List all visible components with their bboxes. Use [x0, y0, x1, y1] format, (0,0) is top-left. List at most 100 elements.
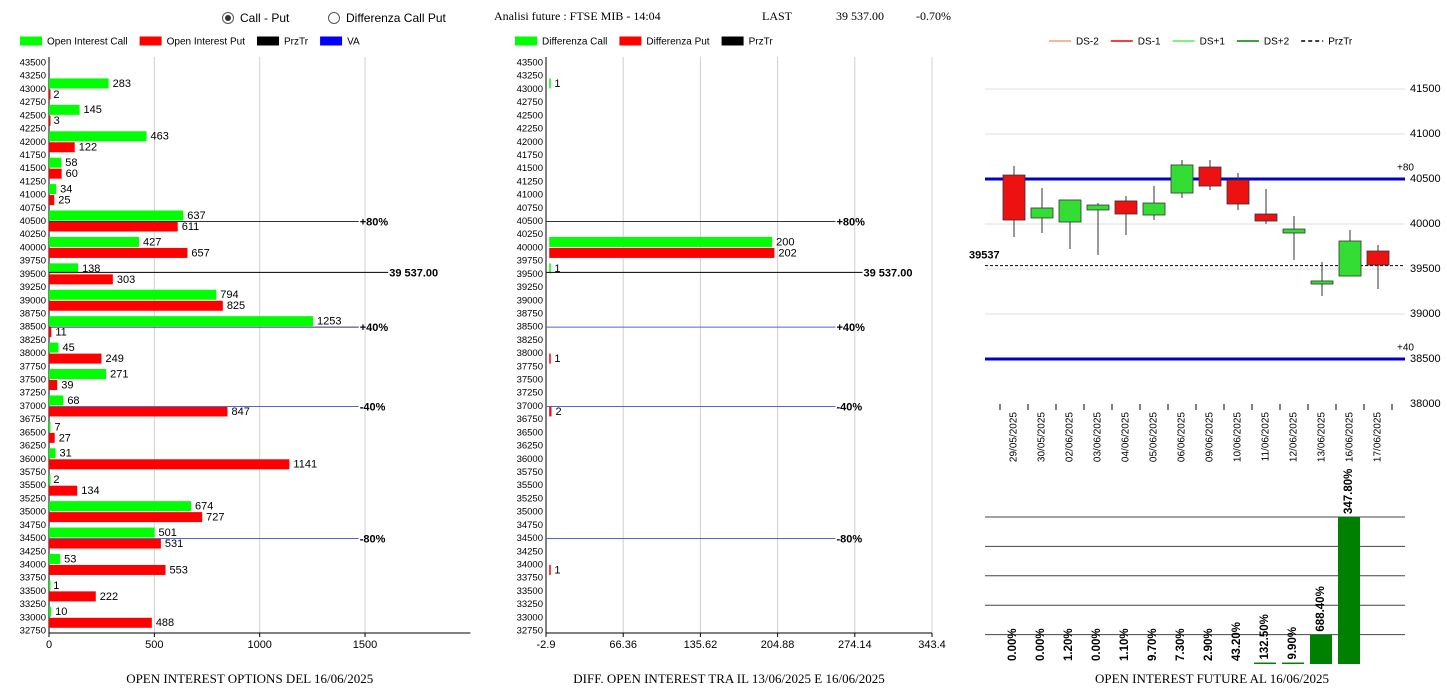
- y-tick-label: 41500: [1410, 83, 1441, 95]
- data-label: 271: [110, 368, 128, 380]
- y-tick-label: 42000: [517, 137, 543, 148]
- data-label: 637: [187, 210, 205, 222]
- y-tick-label: 34500: [517, 533, 543, 544]
- y-tick-label: 35500: [517, 480, 543, 491]
- legend-swatch: [721, 36, 744, 46]
- y-tick-label: 41000: [517, 190, 543, 201]
- bar: [49, 353, 102, 364]
- bar: [49, 591, 96, 602]
- candle-body: [1114, 200, 1138, 215]
- data-label: 39: [61, 379, 73, 391]
- data-label: 1: [554, 564, 560, 576]
- y-tick-label: 36250: [20, 441, 46, 452]
- bar: [49, 210, 184, 221]
- y-tick-label: 39000: [517, 295, 543, 306]
- last-value: 39 537.00: [836, 9, 884, 23]
- y-tick-label: 38500: [20, 322, 46, 333]
- y-tick-label: 39250: [20, 282, 46, 293]
- reference-label: -40%: [360, 401, 386, 413]
- bar: [549, 406, 552, 417]
- y-tick-label: 42000: [20, 137, 46, 148]
- x-tick-label: -2.9: [537, 639, 556, 651]
- candle-body: [1254, 213, 1278, 222]
- y-tick-label: 38250: [517, 335, 543, 346]
- legend-label: DS-1: [1138, 37, 1161, 48]
- reference-label: +40%: [360, 322, 389, 334]
- x-tick-label: 500: [145, 639, 163, 651]
- data-label: 553: [170, 564, 188, 576]
- y-tick-label: 43500: [20, 58, 46, 69]
- option-label[interactable]: Call - Put: [240, 11, 290, 25]
- option-label[interactable]: Differenza Call Put: [346, 11, 446, 25]
- legend-label: DS-2: [1076, 37, 1099, 48]
- y-tick-label: 34500: [20, 533, 46, 544]
- data-label: 7: [54, 421, 60, 433]
- y-tick-label: 37750: [517, 361, 543, 372]
- y-tick-label: 37750: [20, 361, 46, 372]
- y-tick-label: 32750: [517, 626, 543, 637]
- data-label: 611: [182, 221, 200, 233]
- bar: [49, 142, 75, 153]
- bar: [49, 406, 228, 417]
- y-tick-label: 33750: [20, 573, 46, 584]
- y-tick-label: 37250: [20, 388, 46, 399]
- radio-dot: [225, 15, 231, 21]
- x-tick-label: 17/06/2025: [1373, 412, 1384, 462]
- y-tick-label: 42500: [20, 110, 46, 121]
- y-tick-label: 43000: [517, 84, 543, 95]
- bar: [49, 369, 107, 380]
- x-tick-label: 30/05/2025: [1037, 412, 1048, 462]
- bar: [49, 289, 217, 300]
- x-tick-label: 09/06/2025: [1205, 412, 1216, 462]
- bar: [49, 221, 178, 232]
- bar: [49, 157, 62, 168]
- y-tick-label: 38750: [20, 308, 46, 319]
- bar: [549, 564, 551, 575]
- bar: [49, 553, 61, 564]
- y-tick-label: 40250: [517, 229, 543, 240]
- y-tick-label: 36250: [517, 441, 543, 452]
- y-tick-label: 34000: [20, 559, 46, 570]
- bar: [49, 78, 109, 89]
- bar: [549, 247, 775, 258]
- y-tick-label: 38500: [517, 322, 543, 333]
- data-label: 1141: [293, 459, 317, 471]
- y-tick-label: 41000: [20, 190, 46, 201]
- bar: [49, 421, 51, 432]
- last-label: LAST: [762, 9, 793, 23]
- y-tick-label: 42500: [517, 110, 543, 121]
- reference-label: -80%: [837, 533, 863, 545]
- candle-body: [1310, 280, 1334, 285]
- reference-label: +80%: [360, 216, 389, 228]
- y-tick-label: 33500: [517, 586, 543, 597]
- y-tick-label: 39750: [20, 256, 46, 267]
- y-tick-label: 42750: [517, 97, 543, 108]
- bar-label: 2.90%: [1203, 628, 1215, 661]
- y-tick-label: 43250: [20, 71, 46, 82]
- data-label: 68: [67, 395, 79, 407]
- y-tick-label: 41500: [517, 163, 543, 174]
- reference-label: 39537: [969, 250, 1000, 262]
- legend-label: Differenza Call: [542, 37, 607, 48]
- y-tick-label: 37500: [517, 375, 543, 386]
- bar: [49, 432, 55, 443]
- y-tick-label: 33000: [517, 612, 543, 623]
- reference-label: +80: [1397, 163, 1414, 174]
- data-label: 825: [227, 300, 245, 312]
- radio-diff[interactable]: [328, 12, 340, 24]
- legend-label: PrzTr: [1328, 37, 1353, 48]
- y-tick-label: 35000: [517, 507, 543, 518]
- y-tick-label: 41500: [20, 163, 46, 174]
- bar: [49, 580, 51, 591]
- x-tick-label: 135.62: [684, 639, 718, 651]
- bar: [49, 485, 78, 496]
- candle-body: [1058, 199, 1082, 223]
- data-label: 1: [554, 263, 560, 275]
- legend-label: DS+2: [1264, 37, 1290, 48]
- candle-body: [1002, 174, 1026, 221]
- x-tick-label: 1500: [353, 639, 377, 651]
- reference-label: +40: [1397, 343, 1414, 354]
- y-tick-label: 43500: [517, 58, 543, 69]
- candle-body: [1198, 166, 1222, 187]
- y-tick-label: 34250: [20, 546, 46, 557]
